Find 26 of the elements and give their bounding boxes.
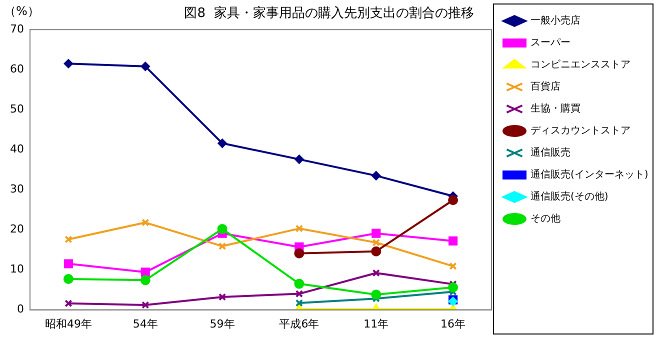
x-tick-label: 平成6年 <box>279 317 320 330</box>
legend-label: 百貨店 <box>530 80 560 93</box>
y-tick-label: 20 <box>10 222 24 236</box>
legend-label: 通信販売(その他) <box>530 190 608 203</box>
x-tick-label: 16年 <box>440 317 466 330</box>
y-tick-label: 60 <box>10 62 24 76</box>
x-tick-label: 59年 <box>210 317 235 330</box>
legend-label: 通信販売(インターネット) <box>530 168 648 181</box>
legend-label: スーパー <box>530 38 570 49</box>
chart-title: 図8 家具・家事用品の購入先別支出の割合の推移 <box>184 5 474 22</box>
y-tick-label: 50 <box>10 102 24 116</box>
y-tick-label: 10 <box>10 262 24 276</box>
legend-label: ディスカウントストア <box>530 126 630 137</box>
x-tick-label: 54年 <box>132 317 158 330</box>
legend-label: コンビニエンスストア <box>530 60 630 71</box>
legend-label: その他 <box>530 212 560 225</box>
y-axis-title: （%） <box>4 4 40 18</box>
y-tick-label: 40 <box>10 142 24 156</box>
y-tick-label: 0 <box>16 302 24 316</box>
legend-label: 生協・購買 <box>530 102 580 115</box>
legend-label: 一般小売店 <box>530 14 580 27</box>
y-tick-label: 70 <box>10 22 24 36</box>
x-tick-label: 11年 <box>364 317 389 330</box>
x-tick-label: 昭和49年 <box>44 317 92 330</box>
y-tick-label: 30 <box>10 182 24 196</box>
legend-label: 通信販売 <box>530 146 570 159</box>
